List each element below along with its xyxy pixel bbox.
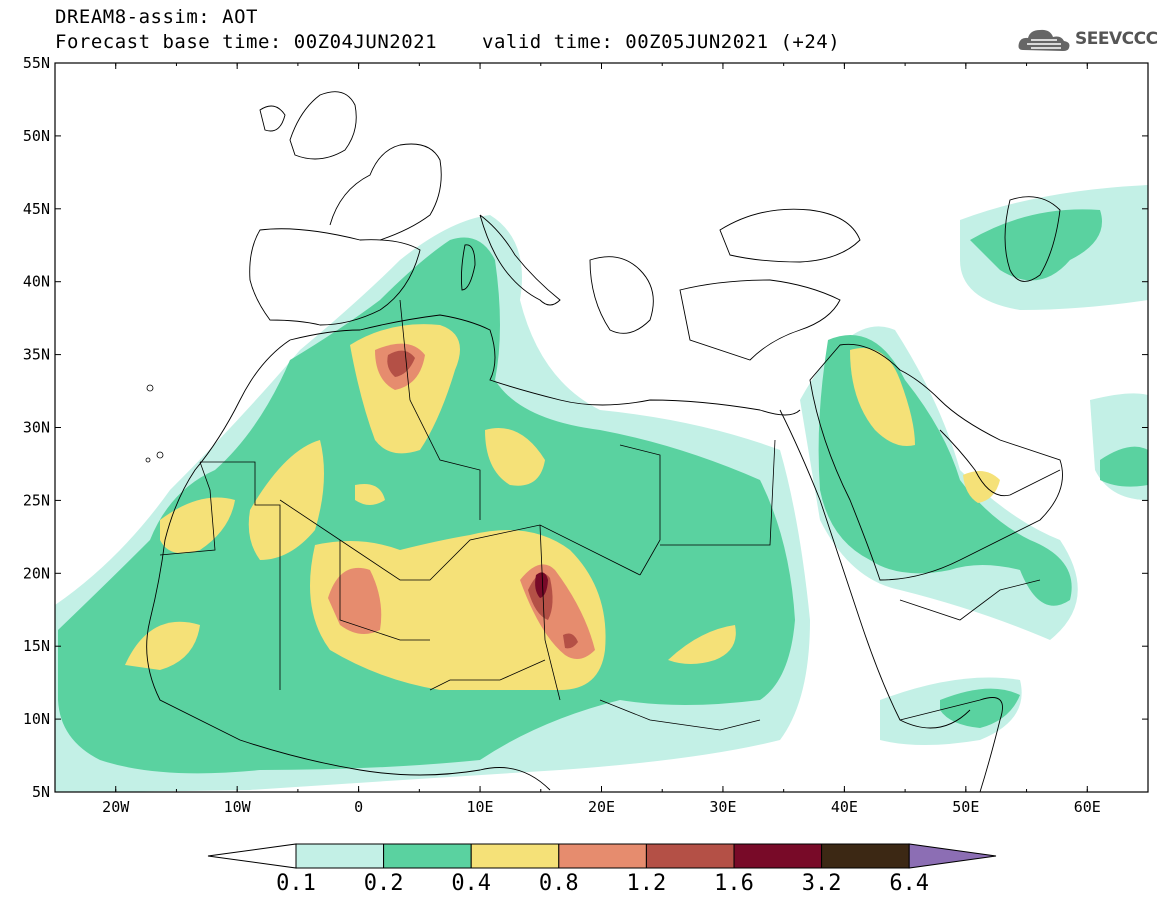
colorbar-box [295, 843, 385, 869]
colorbar-label: 3.2 [802, 871, 842, 896]
lon-label: 50E [952, 798, 979, 816]
lon-label: 20W [102, 798, 130, 816]
seevccc-logo: SEEVCCC [1017, 26, 1158, 56]
lat-label: 20N [23, 564, 50, 582]
colorbar-label: 0.1 [276, 871, 316, 896]
map-title: DREAM8-assim: AOT [55, 6, 258, 28]
lat-label: 35N [23, 346, 50, 364]
lon-label: 10W [224, 798, 252, 816]
lat-label: 15N [23, 637, 50, 655]
forecast-base-time: Forecast base time: 00Z04JUN2021 [55, 31, 438, 53]
colorbar-box [733, 843, 823, 869]
islands [145, 384, 164, 463]
colorbar-box [645, 843, 735, 869]
lon-label: 20E [588, 798, 615, 816]
lat-label: 30N [23, 419, 50, 437]
colorbar-label: 0.4 [451, 871, 491, 896]
colorbar-label: 1.2 [627, 871, 667, 896]
lon-label: 10E [467, 798, 494, 816]
lat-label: 5N [32, 783, 50, 801]
colorbar-box [383, 843, 472, 869]
colorbar-label: 0.8 [539, 871, 579, 896]
lat-label: 50N [23, 127, 50, 145]
aot-field [55, 63, 1148, 792]
coastlines [146, 91, 1063, 792]
colorbar-boxes [207, 843, 997, 869]
colorbar-box [558, 843, 647, 869]
latitude-labels: 55N 50N 45N 40N 35N 30N 25N 20N 15N 10N 5N [23, 54, 50, 801]
aot-level-1-6 [535, 572, 548, 598]
colorbar-labels: 0.1 0.2 0.4 0.8 1.2 1.6 3.2 6.4 [276, 871, 929, 896]
valid-time: valid time: 00Z05JUN2021 (+24) [482, 31, 841, 53]
logo-label: SEEVCCC [1075, 29, 1158, 49]
lon-label: 30E [709, 798, 736, 816]
colorbar-box [470, 843, 560, 869]
lat-label: 25N [23, 491, 50, 509]
lat-label: 45N [23, 200, 50, 218]
lat-label: 55N [23, 54, 50, 72]
colorbar-label: 6.4 [889, 871, 929, 896]
axis-ticks [54, 62, 1149, 793]
lat-label: 40N [23, 273, 50, 291]
colorbar-label: 1.6 [714, 871, 754, 896]
colorbar-label: 0.2 [364, 871, 404, 896]
aot-level-0-4 [125, 324, 1000, 690]
colorbar-low-arrow [207, 843, 297, 869]
cloud-icon [1018, 29, 1070, 51]
lon-label: 40E [831, 798, 858, 816]
colorbar-box [821, 843, 910, 869]
lon-label: 0 [354, 798, 363, 816]
lat-label: 10N [23, 710, 50, 728]
lon-label: 60E [1074, 798, 1101, 816]
colorbar-high-arrow [908, 843, 997, 869]
country-borders [159, 299, 1041, 731]
longitude-labels: 20W 10W 0 10E 20E 30E 40E 50E 60E [102, 798, 1101, 816]
